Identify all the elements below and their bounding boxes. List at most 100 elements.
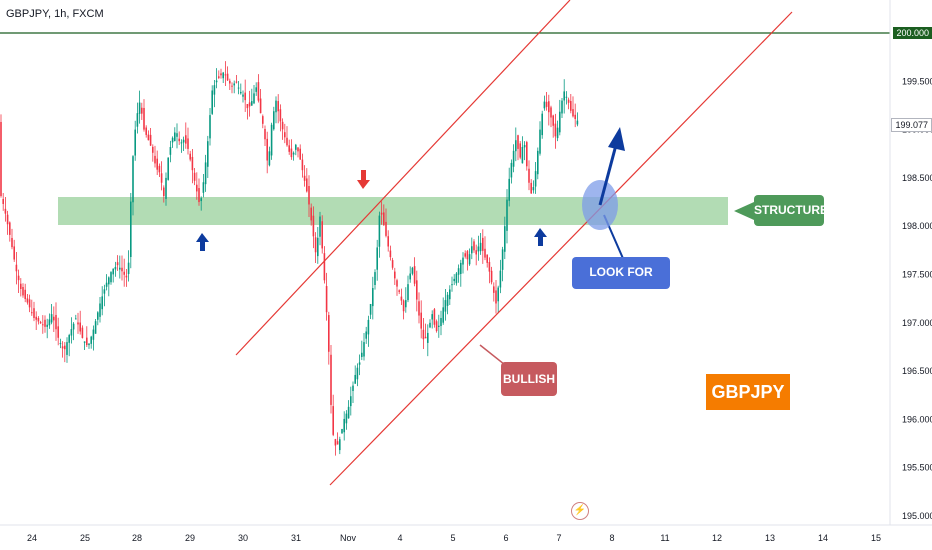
candle-body (561, 100, 563, 114)
time-tick-label: 31 (291, 533, 301, 543)
candle-body (13, 246, 15, 260)
candle-body (83, 341, 86, 343)
candle-body (101, 296, 103, 310)
candle-body (570, 100, 572, 111)
candle-body (55, 314, 57, 330)
candle-body (545, 101, 548, 107)
candle-body (295, 144, 297, 150)
candle-body (86, 337, 88, 346)
bullish-arrow-head (608, 127, 625, 151)
candle-body (15, 264, 18, 272)
blue-up-arrow-2 (534, 228, 547, 246)
candle-body (420, 312, 422, 329)
bullish-label[interactable]: BULLISH (501, 362, 557, 396)
candle-body (383, 212, 385, 226)
candle-body (46, 324, 48, 327)
candle-body (50, 314, 53, 323)
candle-body (229, 80, 231, 84)
candle-body (508, 178, 510, 201)
candle-body (215, 80, 218, 83)
channel-lower-line[interactable] (329, 11, 793, 486)
time-tick-label: 5 (450, 533, 455, 543)
candle-body (112, 268, 114, 275)
candle-body (176, 133, 178, 137)
candle-body (488, 261, 491, 272)
time-tick-label: 4 (397, 533, 402, 543)
candle-body (242, 94, 244, 97)
candle-body (292, 152, 295, 155)
candle-body (222, 72, 224, 79)
candle-body (99, 303, 101, 317)
candle-body (504, 226, 506, 252)
candle-body (121, 267, 123, 272)
candle-body (435, 321, 438, 332)
candle-body (207, 141, 209, 167)
candle-body (523, 145, 526, 148)
candle-body (165, 177, 167, 199)
candle-body (479, 242, 482, 252)
price-tick-label: 196.500 (902, 366, 932, 376)
candle-body (477, 246, 480, 252)
candle-body (354, 374, 356, 384)
candle-body (202, 182, 205, 193)
candle-body (418, 301, 420, 316)
candle-body (541, 113, 543, 136)
candle-body (53, 316, 55, 321)
candle-body (539, 129, 541, 154)
time-axis: 24 25 28 29 30 31 Nov 4 5 6 7 8 11 12 13 14 15 (27, 533, 881, 543)
candle-body (486, 254, 488, 263)
price-tick-label: 195.500 (902, 463, 932, 473)
candle-body (345, 413, 348, 424)
candle-body (449, 289, 451, 300)
candle-body (499, 270, 502, 288)
candle-body (297, 147, 299, 152)
candle-body (422, 329, 425, 340)
look-for-longs-label[interactable]: LOOK FOR LONGS (572, 257, 670, 309)
candle-body (143, 107, 145, 130)
candle-body (264, 128, 266, 140)
candle-body (576, 120, 579, 125)
candle-body (31, 312, 33, 314)
candle-body (563, 91, 565, 101)
time-tick-label: 11 (660, 533, 669, 543)
candle-body (367, 319, 370, 335)
candle-body (44, 319, 46, 327)
candle-body (387, 236, 389, 247)
channel-upper-line[interactable] (235, 0, 571, 356)
candle-body (145, 127, 147, 135)
candle-body (552, 115, 554, 126)
candle-body (376, 247, 378, 270)
candle-body (299, 148, 301, 160)
candle-body (193, 172, 196, 181)
candle-body (57, 326, 59, 338)
candle-body (521, 146, 524, 164)
red-down-arrow (357, 170, 370, 189)
time-tick-label: 24 (27, 533, 37, 543)
candle-body (330, 354, 332, 405)
candle-body (268, 151, 271, 166)
candle-body (510, 162, 513, 178)
candle-body (308, 186, 310, 205)
candle-body (156, 158, 158, 170)
time-tick-label: 30 (238, 533, 248, 543)
candle-body (138, 102, 141, 114)
symbol-watermark: GBPJPY (706, 374, 790, 410)
candle-body (350, 396, 352, 407)
time-tick-label: Nov (340, 533, 357, 543)
candle-body (532, 187, 535, 191)
candle-body (248, 102, 251, 107)
candle-body (336, 441, 339, 445)
candle-body (409, 273, 411, 280)
candle-body (319, 216, 321, 237)
time-tick-label: 25 (80, 533, 90, 543)
lightning-icon[interactable]: ⚡ (571, 502, 589, 520)
candle-body (213, 85, 216, 95)
candle-body (24, 289, 26, 299)
candle-body (473, 241, 475, 251)
candle-body (187, 138, 189, 149)
time-tick-label: 12 (712, 533, 722, 543)
structure-label[interactable]: STRUCTURE (754, 195, 828, 226)
candle-body (394, 271, 396, 279)
candle-body (284, 132, 286, 138)
